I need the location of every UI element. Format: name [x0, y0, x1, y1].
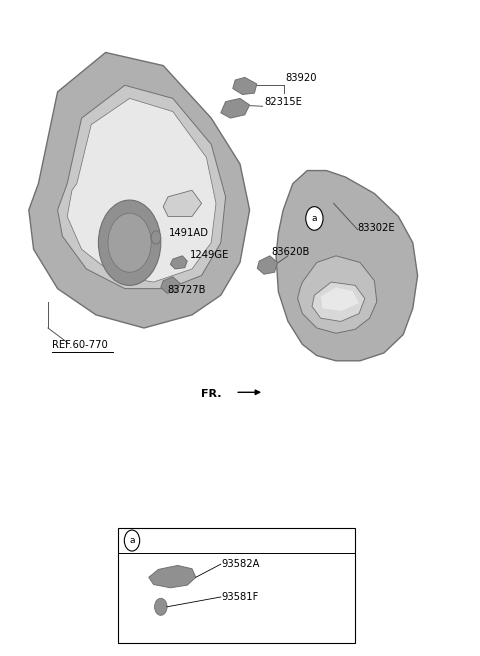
Polygon shape — [58, 85, 226, 289]
Circle shape — [124, 530, 140, 551]
Text: 83620B: 83620B — [271, 247, 310, 256]
Polygon shape — [163, 190, 202, 216]
Text: REF.60-770: REF.60-770 — [52, 340, 108, 350]
Circle shape — [151, 231, 161, 244]
Text: 83302E: 83302E — [358, 223, 395, 233]
FancyBboxPatch shape — [118, 528, 355, 643]
Polygon shape — [29, 52, 250, 328]
Text: 83727B: 83727B — [167, 285, 205, 295]
Circle shape — [108, 213, 151, 272]
Polygon shape — [149, 565, 196, 588]
Polygon shape — [233, 77, 257, 94]
Polygon shape — [276, 171, 418, 361]
Circle shape — [98, 200, 161, 285]
Polygon shape — [321, 287, 359, 311]
Text: a: a — [312, 214, 317, 223]
Text: FR.: FR. — [201, 388, 222, 399]
Text: 83920: 83920 — [286, 73, 317, 83]
Polygon shape — [67, 98, 216, 282]
Text: 1249GE: 1249GE — [190, 251, 229, 260]
Polygon shape — [298, 256, 377, 333]
Circle shape — [155, 598, 167, 615]
Polygon shape — [257, 256, 277, 274]
Circle shape — [306, 207, 323, 230]
Polygon shape — [221, 98, 250, 118]
Text: 93582A: 93582A — [222, 559, 260, 569]
Polygon shape — [312, 282, 365, 321]
Text: 82315E: 82315E — [264, 97, 302, 107]
Polygon shape — [161, 277, 180, 293]
Text: 93581F: 93581F — [222, 592, 259, 602]
Text: a: a — [129, 536, 135, 545]
Text: 1491AD: 1491AD — [169, 228, 209, 238]
Polygon shape — [170, 256, 187, 269]
